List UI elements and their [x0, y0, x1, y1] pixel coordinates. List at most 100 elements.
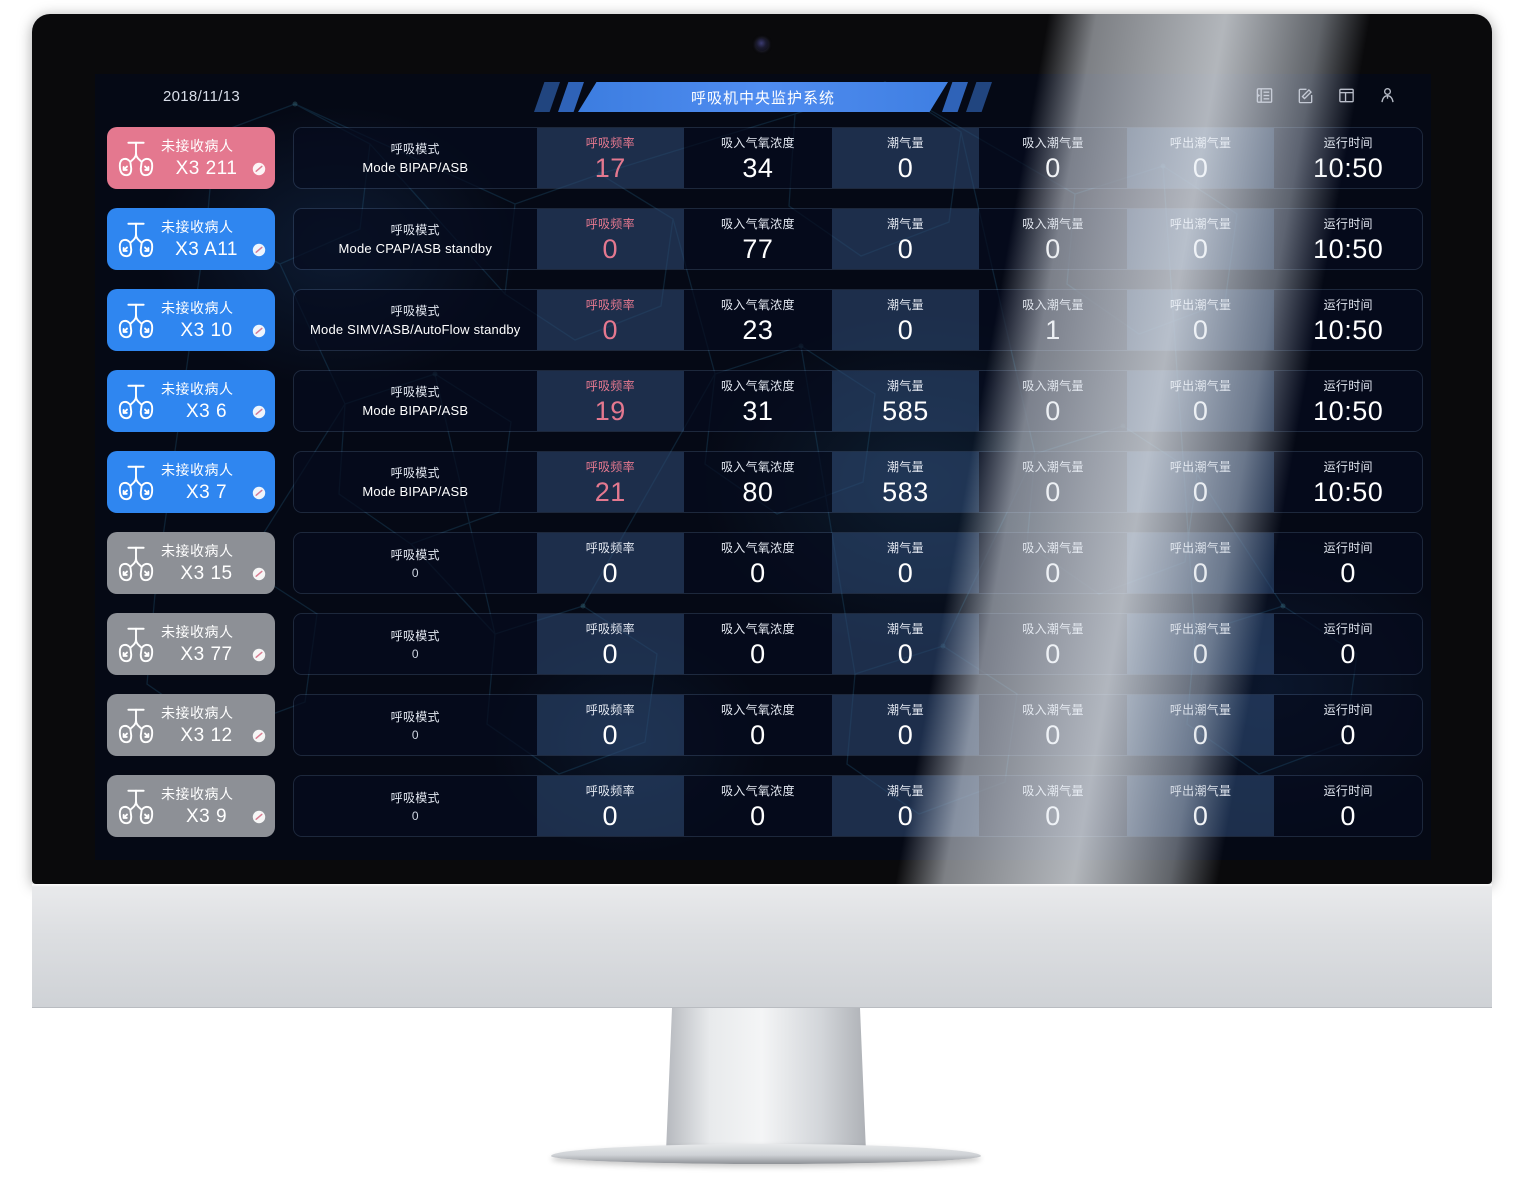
- metric-value: 0: [1192, 395, 1209, 426]
- layout-grid-icon[interactable]: [1337, 86, 1356, 105]
- metric-cell-mode: 呼吸模式 Mode BIPAP/ASB: [294, 452, 537, 512]
- metric-cell-insp_tidal: 吸入潮气量 0: [979, 209, 1127, 269]
- metric-cell-mode: 呼吸模式 Mode BIPAP/ASB: [294, 371, 537, 431]
- metric-value: 0: [1340, 638, 1356, 669]
- patient-row[interactable]: 未接收病人 X3 7 呼吸模式 Mode BIPAP/ASB 呼吸频率 21 吸入气氧浓度…: [103, 446, 1423, 518]
- user-account-icon[interactable]: [1378, 86, 1397, 105]
- metric-value: 0: [602, 233, 619, 264]
- list-view-icon[interactable]: [1255, 86, 1274, 105]
- metric-label: 呼吸模式: [390, 303, 440, 318]
- device-id-label: X3 77: [180, 644, 233, 665]
- metric-value: 1: [1045, 314, 1061, 345]
- metrics-strip: 呼吸模式 Mode SIMV/ASB/AutoFlow standby 呼吸频率 0 吸…: [293, 289, 1423, 351]
- device-id-label: X3 9: [185, 806, 228, 827]
- metrics-strip: 呼吸模式 Mode BIPAP/ASB 呼吸频率 17 吸入气氧浓度 34 潮气量 0 吸入潮气…: [293, 127, 1423, 189]
- patient-card[interactable]: 未接收病人 X3 211: [107, 127, 275, 189]
- patient-card[interactable]: 未接收病人 X3 A11: [107, 208, 275, 270]
- metric-label: 呼出潮气量: [1169, 783, 1232, 798]
- metric-value: 0: [602, 638, 619, 669]
- monitor-bezel: 2018/11/13 呼吸机中央监护系统: [32, 14, 1492, 884]
- metric-cell-exp_tidal: 呼出潮气量 0: [1126, 776, 1275, 836]
- metric-label: 呼吸频率: [585, 540, 635, 555]
- metric-value: 19: [594, 395, 626, 426]
- metric-label: 呼出潮气量: [1169, 135, 1232, 150]
- metric-value: 0: [1045, 557, 1061, 588]
- patient-row[interactable]: 未接收病人 X3 15 呼吸模式 0 呼吸频率 0 吸入气氧浓度 0 潮气量 0 吸入潮气量 0 呼出…: [103, 527, 1423, 599]
- patient-row[interactable]: 未接收病人 X3 9 呼吸模式 0 呼吸频率 0 吸入气氧浓度 0 潮气量 0 吸入潮气量 0 呼出潮…: [103, 770, 1423, 842]
- metric-value: 0: [1192, 557, 1209, 588]
- app-title-banner: 呼吸机中央监护系统: [528, 82, 998, 112]
- title-accent-right-2: [966, 82, 992, 112]
- metric-label: 吸入潮气量: [1022, 783, 1084, 798]
- patient-row[interactable]: 未接收病人 X3 10 呼吸模式 Mode SIMV/ASB/AutoFlow st…: [103, 284, 1423, 356]
- metric-value: 0: [411, 808, 419, 823]
- metric-label: 吸入潮气量: [1022, 540, 1084, 555]
- device-id-label: X3 7: [185, 482, 228, 503]
- no-signal-icon: [252, 162, 266, 176]
- metric-cell-runtime: 运行时间 10:50: [1274, 290, 1422, 350]
- title-accent-left-2: [558, 82, 584, 112]
- patient-row[interactable]: 未接收病人 X3 A11 呼吸模式 Mode CPAP/ASB standby 呼吸频…: [103, 203, 1423, 275]
- metrics-strip: 呼吸模式 Mode BIPAP/ASB 呼吸频率 19 吸入气氧浓度 31 潮气量 585 吸入…: [293, 370, 1423, 432]
- metric-cell-mode: 呼吸模式 0: [294, 776, 537, 836]
- metric-label: 潮气量: [887, 378, 924, 393]
- metric-cell-exp_tidal: 呼出潮气量 0: [1126, 290, 1275, 350]
- patient-card[interactable]: 未接收病人 X3 10: [107, 289, 275, 351]
- metric-cell-exp_tidal: 呼出潮气量 0: [1126, 128, 1275, 188]
- patient-status-label: 未接收病人: [161, 544, 234, 560]
- metric-cell-rate: 呼吸频率 0: [536, 290, 685, 350]
- patient-card[interactable]: 未接收病人 X3 7: [107, 451, 275, 513]
- metric-cell-tidal: 潮气量 0: [831, 128, 980, 188]
- metric-label: 呼出潮气量: [1169, 297, 1232, 312]
- metric-cell-tidal: 潮气量 585: [831, 371, 980, 431]
- metric-value: 0: [1340, 800, 1356, 831]
- patient-status-label: 未接收病人: [161, 463, 234, 479]
- patient-card[interactable]: 未接收病人 X3 9: [107, 775, 275, 837]
- metric-label: 运行时间: [1323, 297, 1373, 312]
- metric-cell-mode: 呼吸模式 Mode CPAP/ASB standby: [294, 209, 537, 269]
- metric-value: 0: [750, 800, 766, 831]
- metric-cell-insp_tidal: 吸入潮气量 0: [979, 533, 1127, 593]
- metric-label: 呼吸频率: [585, 621, 635, 636]
- metric-label: 呼吸频率: [585, 702, 635, 717]
- metrics-strip: 呼吸模式 Mode BIPAP/ASB 呼吸频率 21 吸入气氧浓度 80 潮气量 583 吸入…: [293, 451, 1423, 513]
- metric-cell-rate: 呼吸频率 0: [536, 695, 685, 755]
- device-id-label: X3 10: [180, 320, 233, 341]
- patient-status-label: 未接收病人: [161, 301, 234, 317]
- metric-value: 0: [1045, 395, 1061, 426]
- patient-row[interactable]: 未接收病人 X3 211 呼吸模式 Mode BIPAP/ASB 呼吸频率 17 吸入气氧…: [103, 122, 1423, 194]
- patient-card[interactable]: 未接收病人 X3 12: [107, 694, 275, 756]
- patient-card[interactable]: 未接收病人 X3 6: [107, 370, 275, 432]
- metric-cell-exp_tidal: 呼出潮气量 0: [1126, 452, 1275, 512]
- metric-label: 吸入潮气量: [1022, 135, 1084, 150]
- metric-value: 0: [750, 557, 766, 588]
- metric-value: 0: [1192, 476, 1209, 507]
- monitor-chin: [32, 884, 1492, 1008]
- metric-label: 呼出潮气量: [1169, 216, 1232, 231]
- edit-note-icon[interactable]: [1296, 86, 1315, 105]
- patient-card[interactable]: 未接收病人 X3 77: [107, 613, 275, 675]
- metric-cell-mode: 呼吸模式 Mode BIPAP/ASB: [294, 128, 537, 188]
- no-signal-icon: [252, 648, 266, 662]
- patient-row[interactable]: 未接收病人 X3 12 呼吸模式 0 呼吸频率 0 吸入气氧浓度 0 潮气量 0 吸入潮气量 0 呼出…: [103, 689, 1423, 761]
- metric-cell-exp_tidal: 呼出潮气量 0: [1126, 695, 1275, 755]
- metric-value: 0: [1045, 152, 1061, 183]
- metric-cell-exp_tidal: 呼出潮气量 0: [1126, 371, 1275, 431]
- patient-row[interactable]: 未接收病人 X3 6 呼吸模式 Mode BIPAP/ASB 呼吸频率 19 吸入气氧浓度…: [103, 365, 1423, 437]
- metric-value: 0: [602, 314, 619, 345]
- patient-status-label: 未接收病人: [161, 382, 234, 398]
- metric-value: 34: [742, 152, 774, 183]
- metric-cell-fio2: 吸入气氧浓度 77: [684, 209, 832, 269]
- patient-row[interactable]: 未接收病人 X3 77 呼吸模式 0 呼吸频率 0 吸入气氧浓度 0 潮气量 0 吸入潮气量 0 呼出…: [103, 608, 1423, 680]
- metric-cell-insp_tidal: 吸入潮气量 0: [979, 776, 1127, 836]
- metric-cell-fio2: 吸入气氧浓度 0: [684, 614, 832, 674]
- metric-cell-runtime: 运行时间 10:50: [1274, 371, 1422, 431]
- metric-cell-insp_tidal: 吸入潮气量 0: [979, 452, 1127, 512]
- patient-status-label: 未接收病人: [161, 220, 234, 236]
- patient-card[interactable]: 未接收病人 X3 15: [107, 532, 275, 594]
- metric-value: 0: [1340, 557, 1356, 588]
- metric-cell-runtime: 运行时间 0: [1274, 695, 1422, 755]
- metric-label: 潮气量: [887, 297, 924, 312]
- metric-value: 0: [1192, 314, 1209, 345]
- title-accent-right-1: [942, 82, 968, 112]
